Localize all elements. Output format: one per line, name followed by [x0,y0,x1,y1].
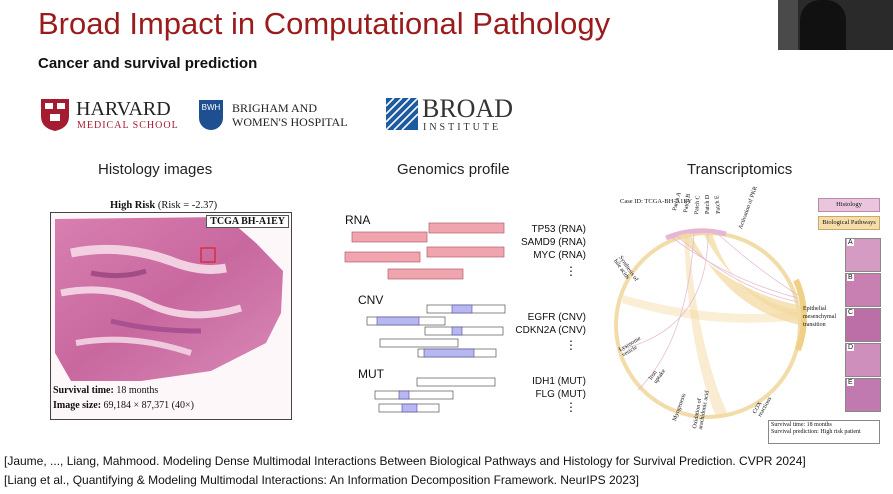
risk-score: High Risk (Risk = -2.37) [110,200,218,211]
rna-label: RNA [345,213,371,227]
gene-egfr: EGFR (CNV) [527,312,586,323]
harvard-subname: MEDICAL SCHOOL [77,120,179,131]
patch-e-label: Patch E [714,195,722,214]
legend-histology: Histology [818,198,880,212]
bwh-shield-icon: BWH [199,100,223,130]
cnv-more-dots: ⋮ [565,338,577,352]
references: [Jaume, ..., Liang, Mahmood. Modeling De… [4,452,806,490]
harvard-logo [40,98,70,137]
slide-case-id: TCGA BH-A1EY [206,215,289,228]
patch-d-thumb: D [845,343,881,377]
reference-2: [Liang et al., Quantifying & Modeling Mu… [4,473,639,487]
patch-e-thumb: E [845,378,881,412]
chord-diagram [614,228,807,419]
survival-time: Survival time: 18 months [53,385,159,396]
broad-logo-icon [385,97,419,135]
gene-flg: FLG (MUT) [535,389,586,400]
histology-slide-image: TCGA BH-A1EY Survival time: 18 months Im… [50,212,292,420]
patch-a-thumb: A [845,238,881,272]
slide-title: Broad Impact in Computational Pathology [38,6,611,41]
bwh-name-line2: WOMEN'S HOSPITAL [232,115,348,129]
gene-samd9: SAMD9 (RNA) [520,237,586,248]
pathway-emt: Epithelial mesenchymal transition [803,306,836,328]
mut-label: MUT [358,367,384,381]
legend-pathways: Biological Pathways [818,216,880,230]
patch-d-label: Patch D [705,194,711,214]
harvard-name: HARVARD [76,98,171,120]
gene-cdkn2a: CDKN2A (CNV) [515,325,586,336]
genomics-heading: Genomics profile [397,161,510,178]
gene-idh1: IDH1 (MUT) [532,376,586,387]
tx-case-id: Case ID: TCGA-BH-A1EY [620,198,693,205]
broad-subname: INSTITUTE [423,122,502,133]
gene-myc: MYC (RNA) [533,250,586,261]
broad-name: BROAD [422,94,514,123]
rna-more-dots: ⋮ [565,264,577,278]
image-size: Image size: 69,184 × 87,371 (40×) [53,400,194,411]
gene-tp53: TP53 (RNA) [531,224,586,235]
transcriptomics-heading: Transcriptomics [687,161,793,178]
cnv-label: CNV [358,293,384,307]
tx-survival-box: Survival time: 18 months Survival predic… [768,420,880,444]
patch-b-thumb: B [845,273,881,307]
genomics-bars-diagram [344,222,506,413]
presenter-webcam [778,0,893,50]
harvard-shield-icon [41,99,69,131]
mut-more-dots: ⋮ [565,400,577,414]
patch-c-thumb: C [845,308,881,342]
bwh-name-line1: BRIGHAM AND [232,101,318,115]
reference-1: [Jaume, ..., Liang, Mahmood. Modeling De… [4,454,806,468]
slide-subtitle: Cancer and survival prediction [38,55,258,72]
histology-heading: Histology images [98,161,213,178]
